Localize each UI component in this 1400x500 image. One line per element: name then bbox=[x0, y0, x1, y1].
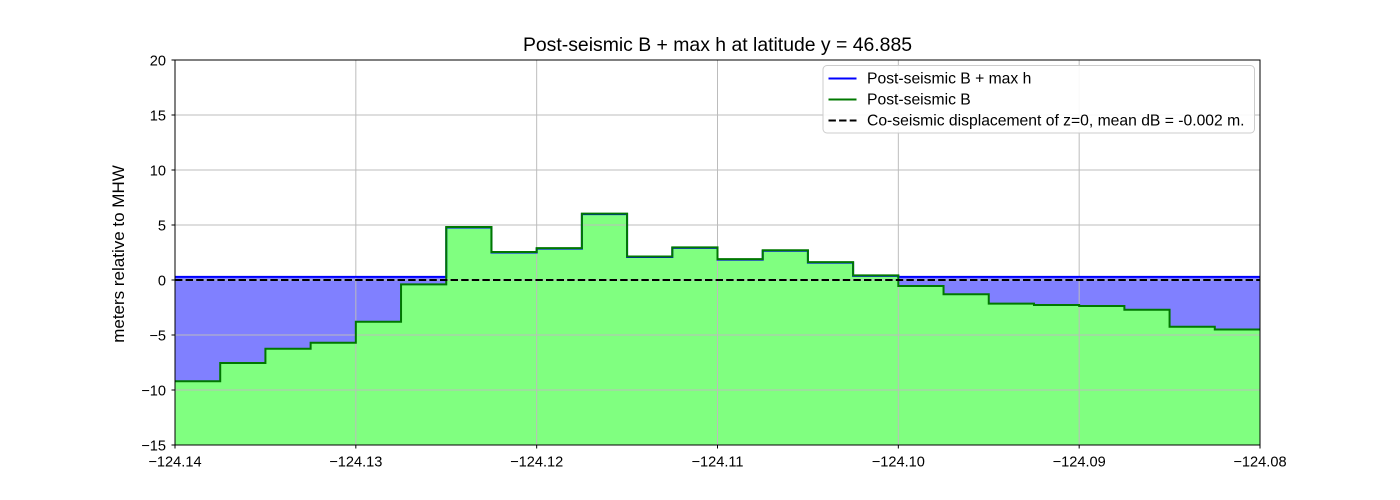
svg-text:−5: −5 bbox=[149, 329, 166, 345]
svg-text:Post-seismic B + max h at lati: Post-seismic B + max h at latitude y = 4… bbox=[523, 34, 912, 56]
svg-text:−124.11: −124.11 bbox=[691, 455, 743, 471]
svg-text:−124.09: −124.09 bbox=[1053, 455, 1106, 471]
svg-text:−124.14: −124.14 bbox=[148, 455, 201, 471]
svg-text:Post-seismic B: Post-seismic B bbox=[867, 92, 971, 109]
svg-text:0: 0 bbox=[158, 274, 166, 290]
svg-text:15: 15 bbox=[150, 109, 166, 125]
svg-text:−124.10: −124.10 bbox=[872, 455, 925, 471]
svg-text:−15: −15 bbox=[141, 439, 166, 455]
svg-text:10: 10 bbox=[150, 164, 166, 180]
svg-text:−10: −10 bbox=[141, 384, 166, 400]
svg-text:−124.13: −124.13 bbox=[329, 455, 382, 471]
svg-text:−124.08: −124.08 bbox=[1233, 455, 1286, 471]
svg-text:Post-seismic B + max h: Post-seismic B + max h bbox=[867, 71, 1031, 88]
svg-text:20: 20 bbox=[150, 54, 166, 70]
svg-text:Co-seismic displacement of z=0: Co-seismic displacement of z=0, mean dB … bbox=[867, 113, 1245, 130]
svg-text:meters relative to MHW: meters relative to MHW bbox=[109, 165, 128, 343]
svg-text:−124.12: −124.12 bbox=[510, 455, 563, 471]
svg-text:5: 5 bbox=[158, 219, 166, 235]
